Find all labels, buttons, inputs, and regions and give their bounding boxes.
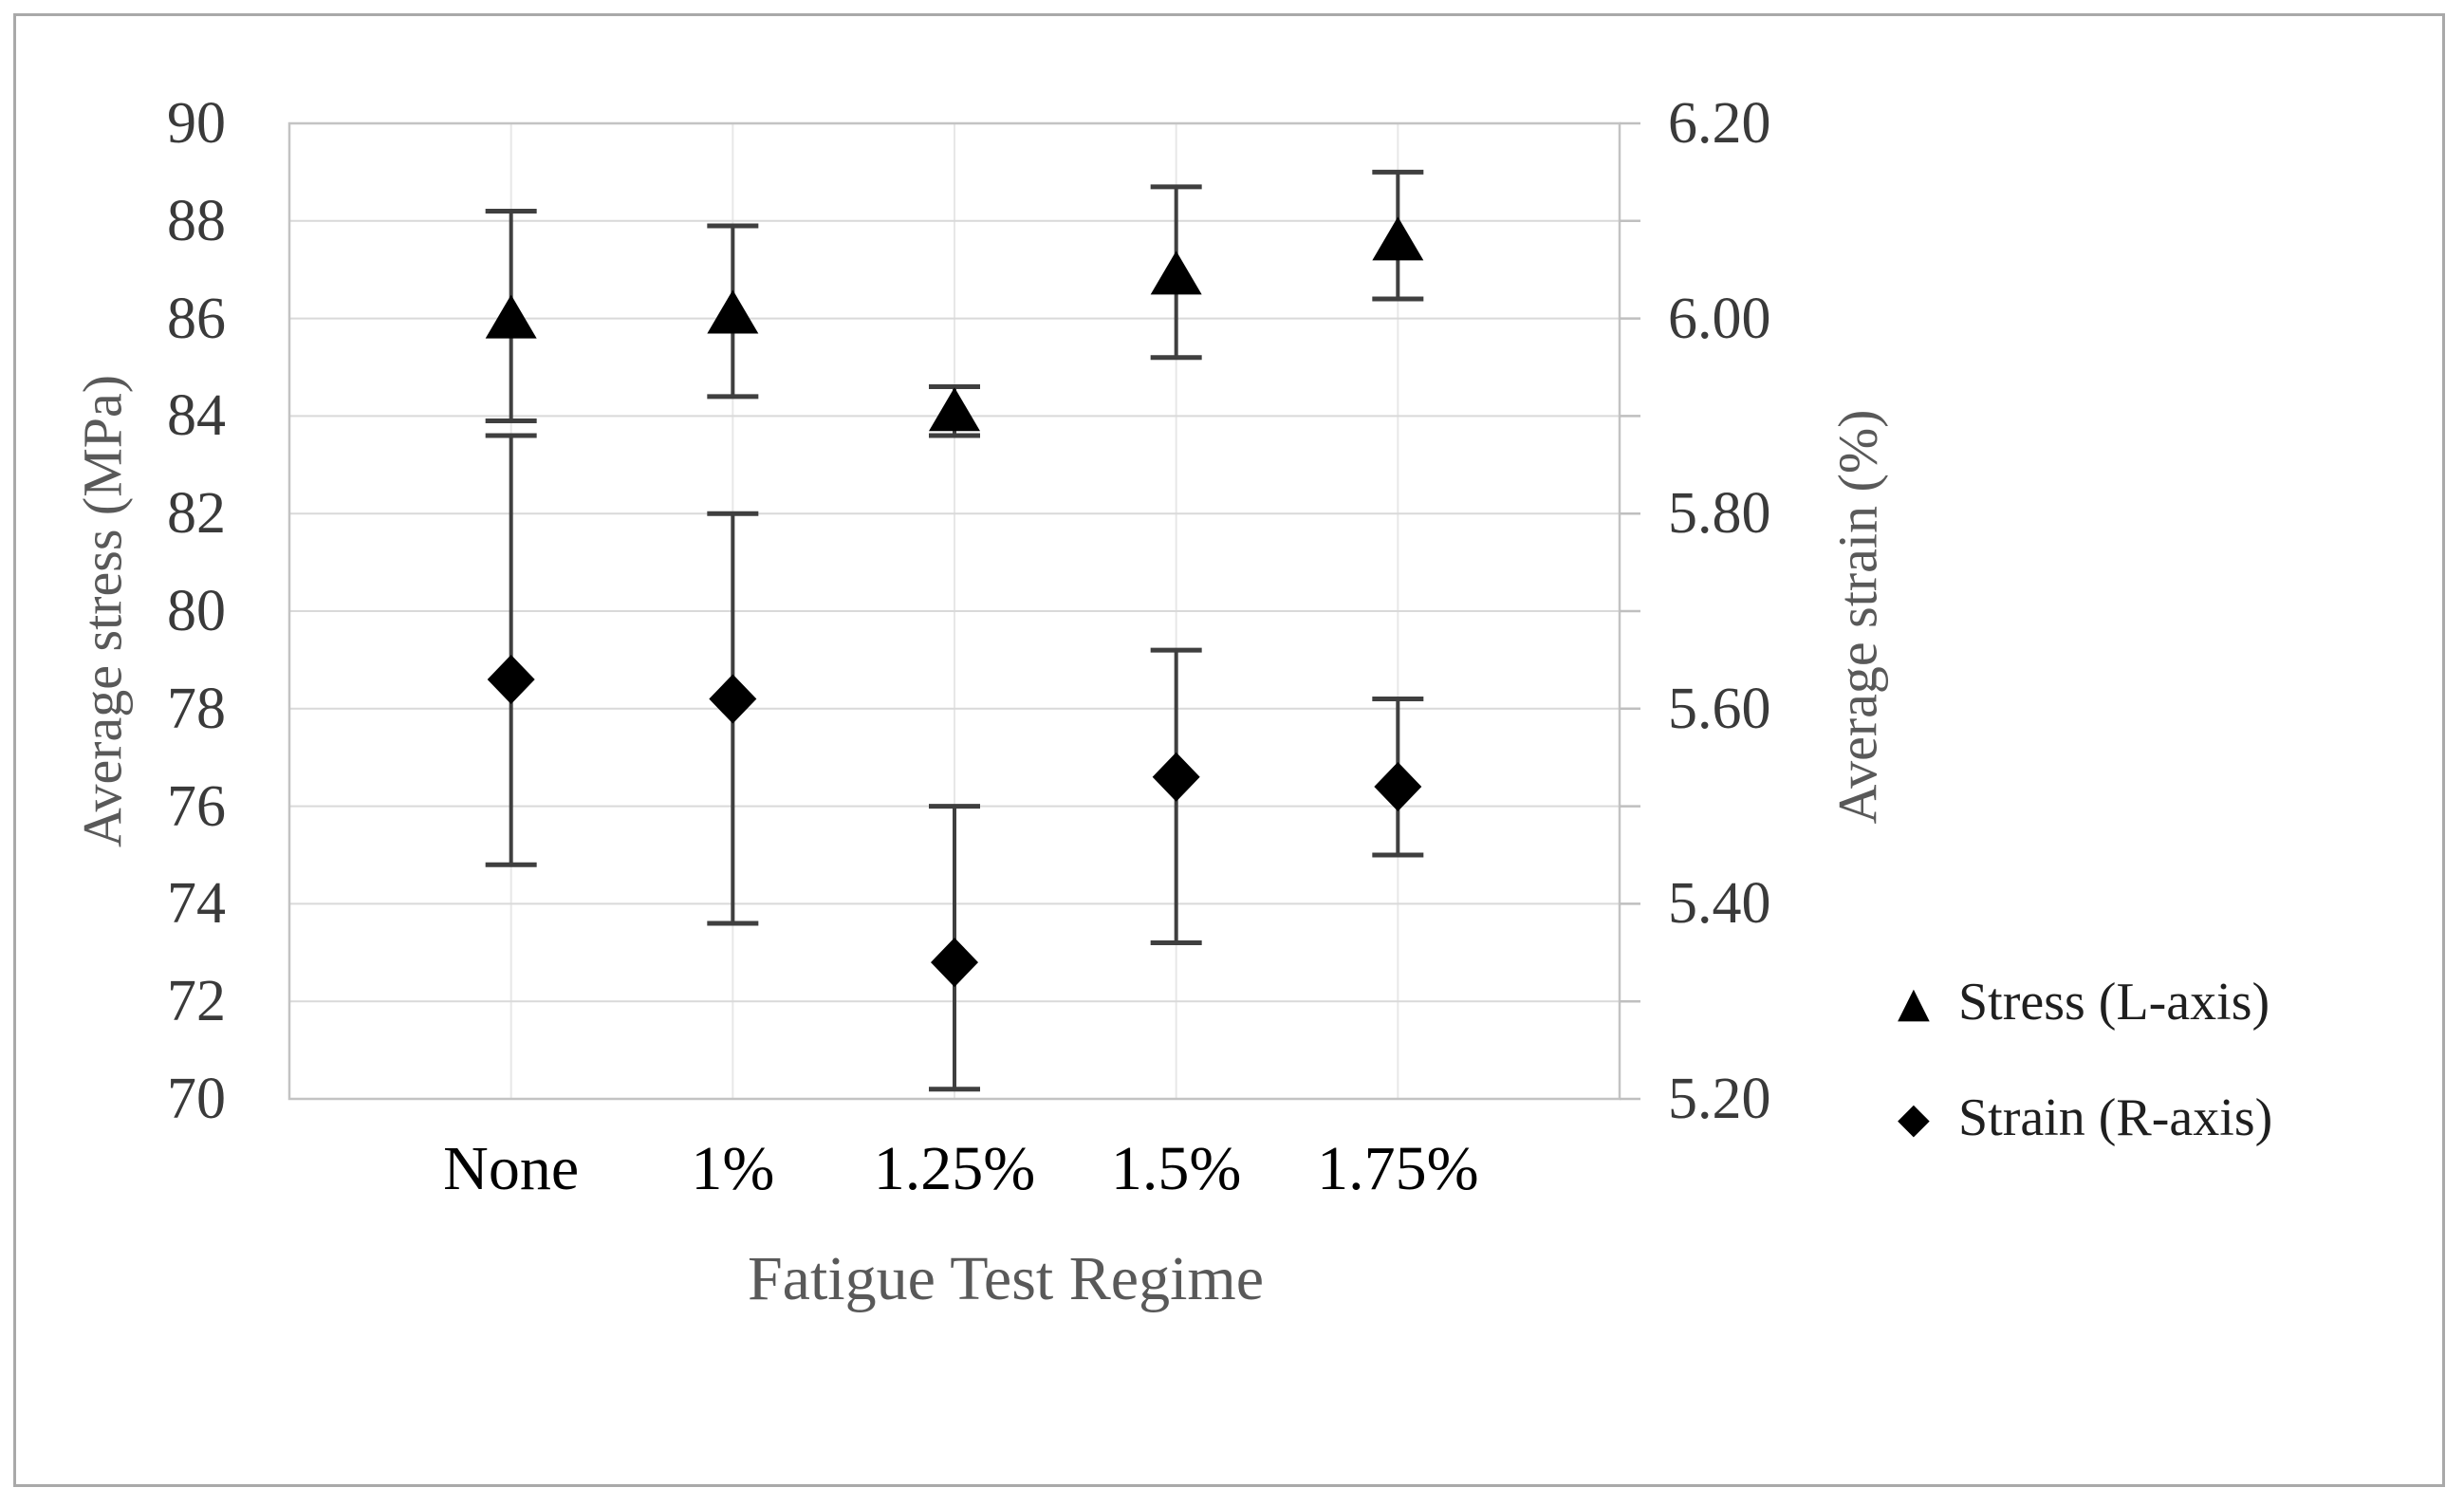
triangle-marker-icon: ▲ — [1898, 977, 1930, 1027]
left-axis-title: Average stress (MPa) — [71, 374, 134, 848]
x-axis-category-label: 1.25% — [873, 1134, 1036, 1203]
data-marker-diamond — [1152, 752, 1200, 802]
left-axis-tick-label: 90 — [167, 91, 226, 156]
data-marker-triangle — [929, 387, 980, 432]
x-axis-category-label: 1% — [691, 1134, 775, 1203]
left-axis-tick-label: 80 — [167, 579, 226, 643]
data-marker-diamond — [931, 938, 978, 988]
right-axis-tick-label: 5.40 — [1668, 871, 1771, 937]
x-axis-category-label: 1.5% — [1110, 1134, 1242, 1203]
data-marker-diamond — [487, 654, 535, 704]
left-axis-tick-label: 70 — [167, 1067, 226, 1131]
data-marker-diamond — [1374, 762, 1422, 812]
left-axis-tick-label: 84 — [167, 383, 226, 449]
left-axis-tick-label: 88 — [167, 188, 226, 253]
left-axis-tick-label: 86 — [167, 286, 226, 351]
left-axis-tick-label: 76 — [167, 773, 226, 839]
x-axis-category-label: 1.75% — [1317, 1134, 1479, 1203]
right-axis-tick-label: 5.60 — [1668, 676, 1771, 741]
x-axis-category-label: None — [443, 1134, 580, 1203]
data-marker-triangle — [1150, 251, 1202, 295]
data-marker-diamond — [709, 674, 757, 724]
left-axis-tick-label: 82 — [167, 481, 226, 547]
right-axis-tick-label: 5.80 — [1668, 481, 1771, 547]
figure-border — [13, 13, 2445, 1487]
legend-item-stress: ▲ Stress (L-axis) — [1898, 964, 2272, 1040]
data-marker-triangle — [707, 289, 759, 334]
right-axis-tick-label: 6.00 — [1668, 286, 1771, 351]
left-axis-tick-label: 78 — [167, 676, 226, 741]
right-axis-tick-label: 5.20 — [1668, 1067, 1771, 1131]
right-axis-tick-label: 6.20 — [1668, 91, 1771, 156]
legend-label: Stress (L-axis) — [1958, 973, 2270, 1032]
x-axis-title: Fatigue Test Regime — [747, 1244, 1265, 1313]
legend: ▲ Stress (L-axis) ◆ Strain (R-axis) — [1898, 964, 2272, 1196]
data-marker-triangle — [1372, 216, 1424, 261]
right-axis-title: Average strain (%) — [1826, 409, 1889, 825]
data-marker-triangle — [485, 294, 537, 339]
legend-label: Strain (R-axis) — [1958, 1088, 2273, 1147]
diamond-marker-icon: ◆ — [1898, 1093, 1930, 1143]
left-axis-tick-label: 74 — [167, 871, 226, 937]
left-axis-tick-label: 72 — [167, 969, 226, 1034]
legend-item-strain: ◆ Strain (R-axis) — [1898, 1080, 2272, 1156]
